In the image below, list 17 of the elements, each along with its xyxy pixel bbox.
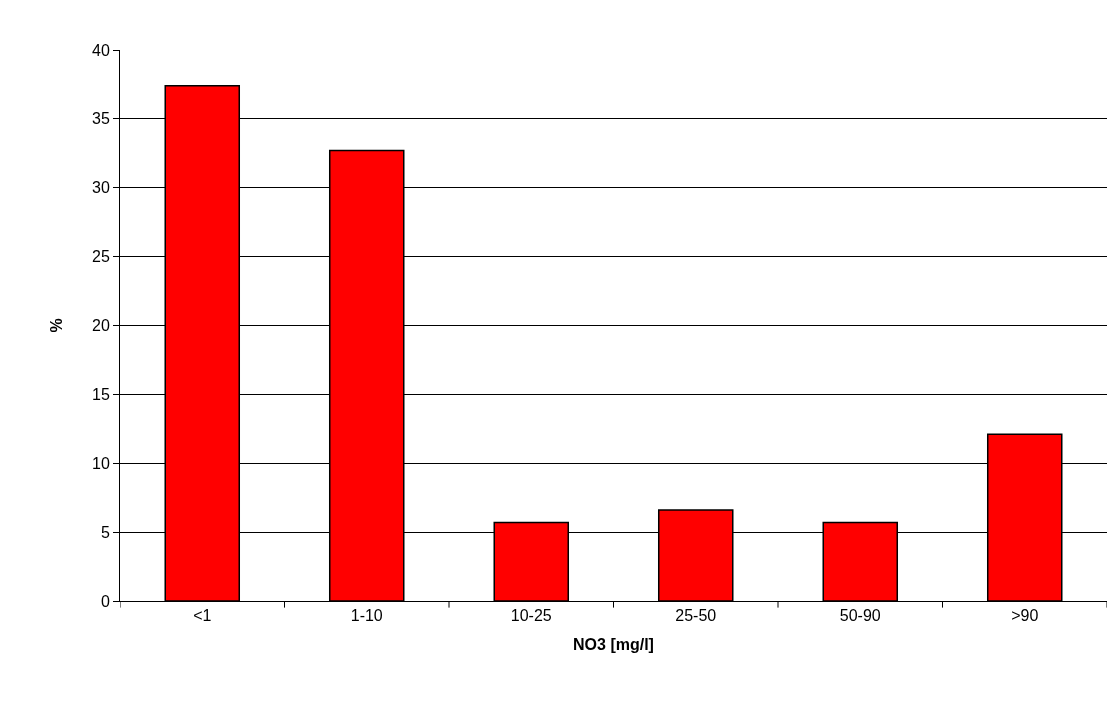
x-axis-title: NO3 [mg/l] [573,635,654,653]
y-tick-label: 15 [92,385,110,403]
y-axis-title: % [47,318,65,333]
x-tick-label: 25-50 [675,607,717,625]
y-tick-label: 0 [100,592,110,610]
x-tick-label: <1 [193,607,212,625]
y-tick-label: 10 [92,454,110,472]
y-tick-label: 35 [92,110,110,128]
x-tick-label: 10-25 [510,607,552,625]
y-tick-label: 20 [92,317,110,335]
y-tick-label: 5 [100,523,110,541]
x-tick-label: 1-10 [350,607,383,625]
y-tick-label: 40 [92,41,110,59]
y-tick-label: 25 [92,248,110,266]
x-tick-label: >90 [1011,607,1039,625]
y-tick-label: 30 [92,179,110,197]
x-tick-label: 50-90 [839,607,881,625]
